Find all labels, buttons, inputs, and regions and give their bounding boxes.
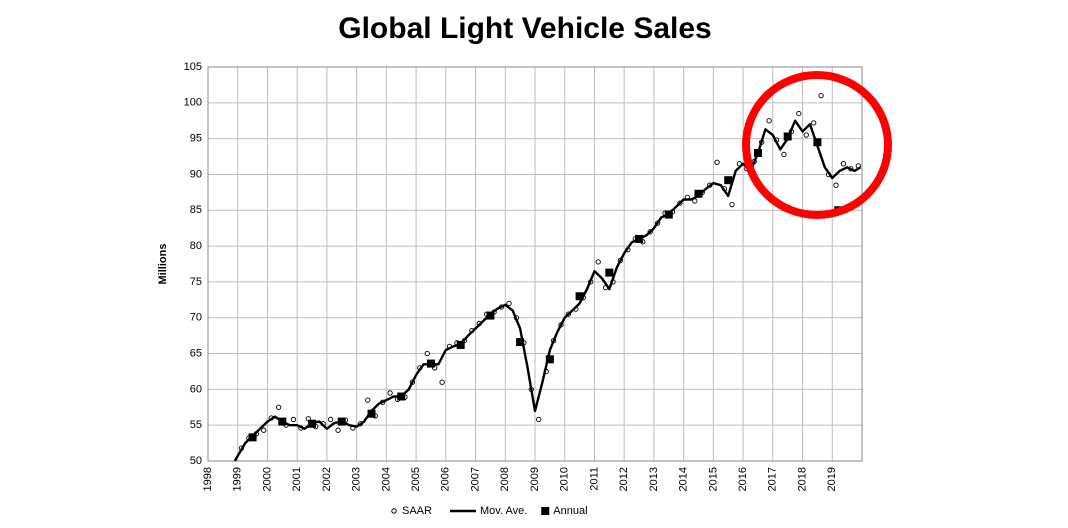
x-tick-label: 2015 (707, 467, 719, 491)
annual-marker (278, 417, 287, 426)
legend-label: SAAR (402, 505, 432, 517)
chart-title: Global Light Vehicle Sales (338, 12, 711, 45)
annual-marker (367, 409, 376, 418)
saar-point (803, 132, 809, 138)
annual-marker (486, 311, 495, 320)
moving-average-line (233, 119, 862, 462)
annual-marker (694, 189, 703, 198)
saar-point (818, 93, 824, 99)
saar-point (275, 404, 282, 410)
y-tick-label: 70 (190, 312, 202, 324)
plot-border (207, 66, 863, 462)
y-tick-label: 105 (184, 61, 202, 73)
annual-marker (545, 355, 554, 364)
x-tick-label: 2003 (351, 467, 363, 491)
y-tick-label: 50 (190, 455, 202, 467)
legend-label: Mov. Ave. (480, 505, 527, 517)
x-tick-label: 2013 (648, 467, 660, 491)
y-tick-label: 90 (190, 168, 202, 180)
x-tick-label: 2005 (410, 467, 422, 491)
y-tick-label: 100 (184, 97, 202, 109)
x-tick-label: 2018 (796, 467, 808, 491)
x-tick-label: 1999 (232, 467, 244, 491)
saar-point (387, 390, 393, 396)
y-tick-label: 75 (190, 276, 202, 288)
y-tick-label: 60 (190, 383, 202, 395)
y-tick-label: 65 (190, 347, 202, 359)
annual-marker (813, 138, 822, 147)
x-tick-label: 2004 (380, 467, 392, 491)
x-tick-label: 2016 (737, 467, 749, 491)
y-tick-label: 95 (190, 133, 202, 145)
highlight-circle (742, 71, 892, 219)
annual-marker (575, 292, 584, 301)
saar-point (714, 159, 720, 165)
saar-point (840, 161, 847, 167)
x-tick-label: 2017 (767, 467, 779, 491)
saar-point (729, 201, 735, 208)
saar-point (536, 416, 542, 423)
saar-point (335, 427, 341, 433)
saar-point (424, 350, 430, 357)
annual-marker (516, 338, 525, 347)
annual-marker (248, 433, 257, 442)
annual-marker (605, 268, 614, 277)
annual-marker (456, 340, 465, 349)
x-tick-label: 2006 (440, 467, 452, 491)
annual-marker (308, 419, 317, 428)
saar-point (261, 427, 267, 433)
legend-label: Annual (553, 505, 587, 517)
annual-marker (397, 392, 406, 401)
legend-symbol (391, 508, 397, 514)
saar-point (796, 110, 802, 117)
annual-marker (783, 132, 792, 141)
saar-point (506, 300, 512, 307)
x-tick-label: 2010 (559, 467, 571, 491)
y-tick-label: 55 (190, 419, 202, 431)
x-tick-label: 2011 (588, 467, 600, 491)
y-tick-label: 85 (190, 204, 202, 216)
saar-point (327, 416, 334, 423)
x-tick-label: 2000 (261, 467, 273, 491)
annual-marker (635, 234, 644, 243)
x-tick-label: 2014 (678, 467, 690, 491)
annual-marker (753, 148, 762, 157)
legend-symbol (541, 507, 550, 515)
y-tick-label: 80 (190, 240, 202, 252)
plot-area: 50 55 60 65 70 75 80 85 90 95 100 105 1998 1999 2000 20… (184, 61, 863, 517)
saar-point (833, 182, 839, 188)
saar-point (290, 416, 297, 423)
x-tick-label: 2002 (321, 467, 333, 491)
y-axis-label: Millions (157, 244, 169, 285)
x-tick-label: 1998 (202, 467, 214, 491)
x-tick-label: 2012 (618, 467, 630, 491)
annual-marker (337, 417, 346, 426)
annual-marker (426, 359, 435, 368)
saar-point (811, 120, 817, 126)
annual-marker (664, 210, 673, 219)
x-tick-label: 2001 (291, 467, 303, 491)
saar-point (781, 151, 787, 158)
saar-point (766, 118, 772, 124)
x-tick-label: 2019 (826, 467, 838, 491)
x-tick-label: 2008 (499, 467, 511, 491)
x-tick-label: 2007 (469, 467, 481, 491)
saar-point (595, 259, 601, 265)
x-tick-label: 2009 (529, 467, 541, 491)
annual-marker (724, 176, 733, 185)
saar-point (439, 379, 445, 385)
saar-point (365, 397, 371, 403)
